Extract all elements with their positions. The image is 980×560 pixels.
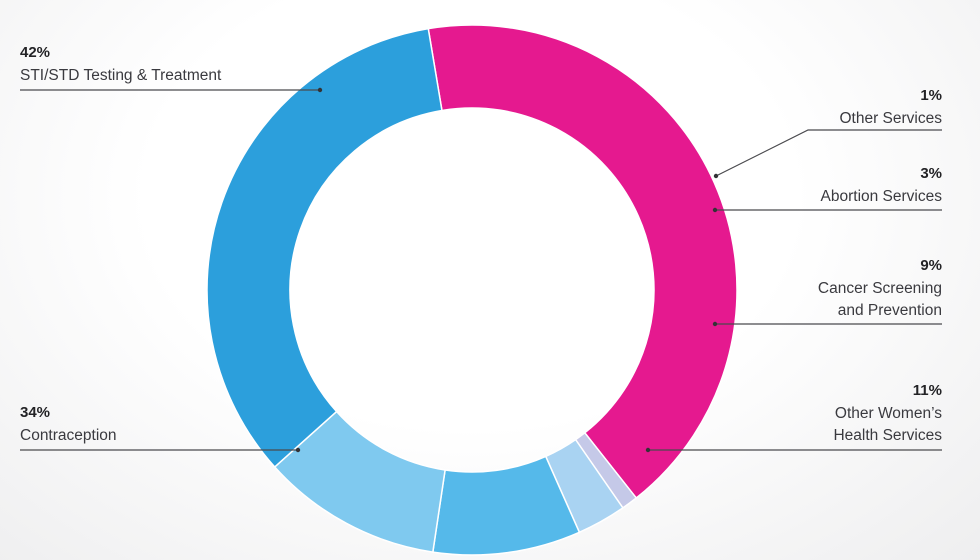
leader-dot: [712, 321, 718, 327]
category-label: Contraception: [20, 427, 117, 444]
category-label: Other Women’s: [835, 405, 942, 422]
callout-abortion-services: 3% Abortion Services: [712, 165, 943, 213]
leader-line: [715, 129, 942, 177]
donut-slices: [206, 24, 738, 556]
leader-dot: [645, 447, 651, 453]
value-label: 1%: [920, 87, 942, 104]
leader-dot: [713, 173, 719, 179]
category-label: Cancer Screening: [818, 280, 942, 297]
category-label: STI/STD Testing & Treatment: [20, 67, 222, 84]
value-label: 9%: [920, 257, 942, 274]
leader-dot: [317, 87, 323, 93]
callout-other-women-s-health-services: 11% Other Women’s Health Services: [645, 382, 942, 453]
category-label: and Prevention: [838, 302, 942, 319]
callout-other-services: 1% Other Services: [713, 87, 942, 179]
slice-contraception: [206, 27, 443, 469]
leader-dot: [712, 207, 718, 213]
callout-sti-std-testing-treatment: 42% STI/STD Testing & Treatment: [20, 44, 323, 93]
value-label: 34%: [20, 404, 50, 421]
category-label: Health Services: [833, 427, 942, 444]
category-label: Other Services: [839, 110, 942, 127]
category-label: Abortion Services: [821, 188, 943, 205]
value-label: 3%: [920, 165, 942, 182]
value-label: 42%: [20, 44, 50, 61]
callout-labels: 42% STI/STD Testing & Treatment 1% Other Se…: [20, 44, 943, 453]
callout-cancer-screening-and-prevention: 9% Cancer Screening and Prevention: [712, 257, 942, 327]
callout-contraception: 34% Contraception: [20, 404, 301, 453]
value-label: 11%: [913, 382, 942, 399]
leader-dot: [295, 447, 301, 453]
slice-sti-std-testing-treatment: [427, 24, 738, 500]
